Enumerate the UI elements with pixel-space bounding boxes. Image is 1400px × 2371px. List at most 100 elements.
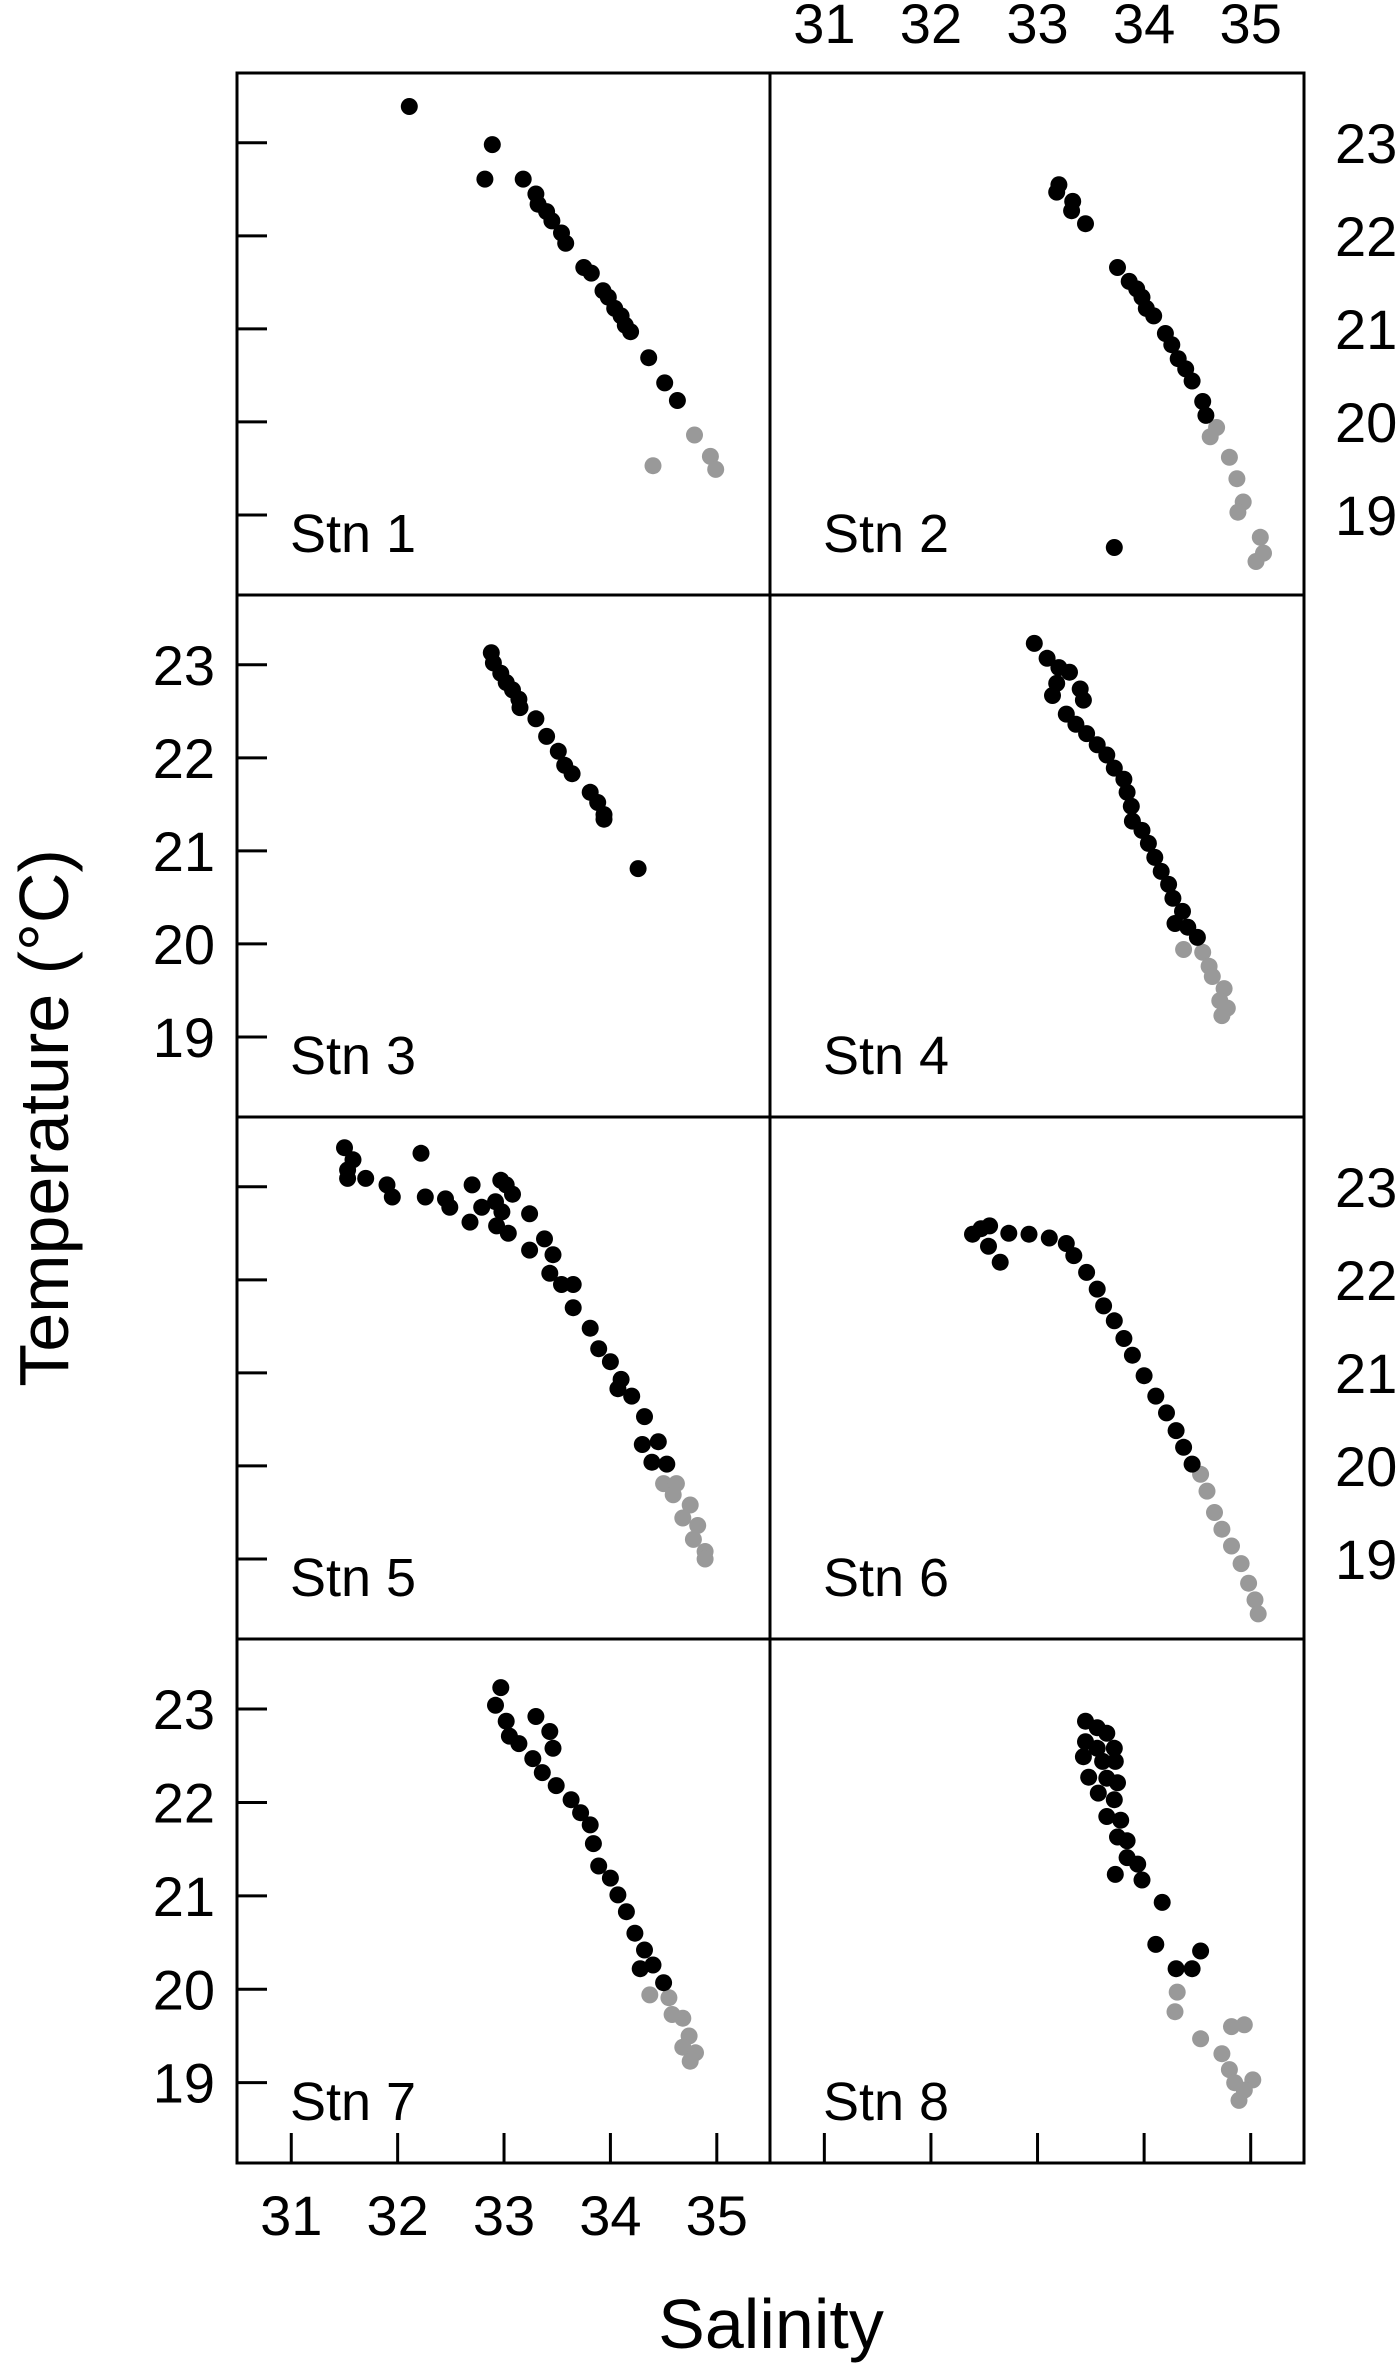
data-point-upper [1109,259,1126,276]
data-point-upper [581,1816,599,1834]
data-point-lower [681,1496,699,1514]
data-point-upper [1152,862,1170,880]
data-point-lower [664,1486,682,1504]
y-tick-label-right: 23 [1335,1156,1397,1219]
y-tick-label-left: 19 [153,2052,215,2115]
station-label: Stn 6 [823,1548,949,1608]
data-point-upper [609,1380,627,1398]
y-tick-label-left: 21 [153,1865,215,1928]
data-point-upper [636,1408,653,1426]
data-point-upper [1098,1808,1116,1825]
data-point-lower [686,426,703,444]
panel-stn-4: Stn 4 [823,634,1236,1086]
data-point-upper [412,1144,430,1162]
x-tick-label-top: 33 [1006,0,1068,55]
data-point-upper [549,742,567,760]
data-point-lower [1247,553,1265,570]
data-point-upper [383,1188,401,1206]
data-point-upper [980,1237,997,1255]
data-point-lower [674,1509,692,1527]
data-point-upper [1098,746,1116,764]
data-point-upper [463,1176,481,1194]
data-point-upper [510,1735,528,1753]
panel-stn-5: Stn 5 [290,1139,714,1608]
data-point-upper [416,1188,434,1206]
data-point-lower [1194,943,1212,961]
data-point-upper [1188,928,1206,946]
data-point-upper [541,1723,559,1740]
data-point-upper [533,1764,551,1782]
axis-ticks [237,141,1253,2163]
data-point-upper [1105,539,1123,556]
data-point-upper [1194,393,1212,410]
data-point-upper [562,1791,580,1809]
data-point-lower [1235,2081,1253,2099]
data-point-upper [644,1956,662,1974]
panels-group: Stn 1 Stn 2 Stn 3 Stn 4 Stn 5 Stn 6 Stn 7 Stn 8 [290,98,1272,2132]
data-point-upper [1135,1367,1153,1385]
data-point-upper [1080,1768,1098,1786]
panel-stn-8: Stn 8 [823,1712,1262,2132]
data-point-upper [1065,1247,1083,1265]
data-point-upper [590,1340,608,1358]
data-point-upper [1158,1404,1175,1422]
data-points [1048,176,1272,570]
data-point-upper [629,860,647,878]
data-point-lower [1203,968,1221,985]
data-point-upper [1098,1724,1116,1742]
station-label: Stn 1 [290,504,416,564]
data-point-lower [1198,1482,1216,1500]
data-point-upper [524,1750,542,1768]
data-point-upper [631,1960,649,1978]
data-point-lower [1223,2018,1240,2036]
data-point-upper [564,1276,582,1293]
data-point-upper [553,1276,570,1293]
data-points [400,98,725,478]
data-point-upper [1105,1312,1123,1330]
data-point-upper [492,1679,510,1697]
station-label: Stn 5 [290,1548,416,1608]
data-point-lower [1229,503,1247,521]
data-point-lower [1213,1520,1231,1538]
data-point-upper [1167,1960,1185,1978]
data-point-upper [649,1433,667,1451]
data-point-upper [617,1903,635,1921]
data-point-upper [1048,183,1066,201]
data-point-lower [1223,1537,1240,1555]
data-point-upper [1192,1942,1210,1960]
station-label: Stn 2 [823,504,949,564]
data-point-upper [1095,1297,1113,1315]
x-tick-label-top: 31 [793,0,855,55]
data-point-upper [1122,797,1140,815]
x-axis-label: Salinity [658,2285,884,2363]
x-tick-label-top: 32 [900,0,962,55]
data-point-upper [499,1224,517,1242]
data-point-upper [655,1974,673,1992]
data-point-lower [1220,448,1238,466]
data-point-upper [541,1264,559,1282]
data-point-upper [1025,634,1043,652]
data-point-upper [668,392,686,409]
data-point-upper [1118,783,1136,801]
data-point-upper [636,1941,653,1959]
data-point-upper [643,1453,661,1471]
y-tick-label-right: 20 [1335,1435,1397,1498]
data-point-upper [601,1869,619,1887]
data-points [1074,1712,1262,2109]
panel-stn-3: Stn 3 [290,644,647,1086]
data-point-upper [563,765,581,783]
data-point-upper [527,710,545,728]
station-label: Stn 8 [823,2072,949,2132]
data-point-upper [622,323,640,341]
data-point-upper [557,234,575,252]
data-point-upper [1123,1346,1141,1364]
data-point-lower [1228,470,1246,488]
data-point-upper [1063,202,1081,220]
data-point-lower [681,2052,699,2070]
data-point-upper [1105,1739,1123,1757]
data-points [1025,634,1236,1025]
data-point-upper [1145,307,1163,325]
data-point-upper [1129,1855,1147,1873]
